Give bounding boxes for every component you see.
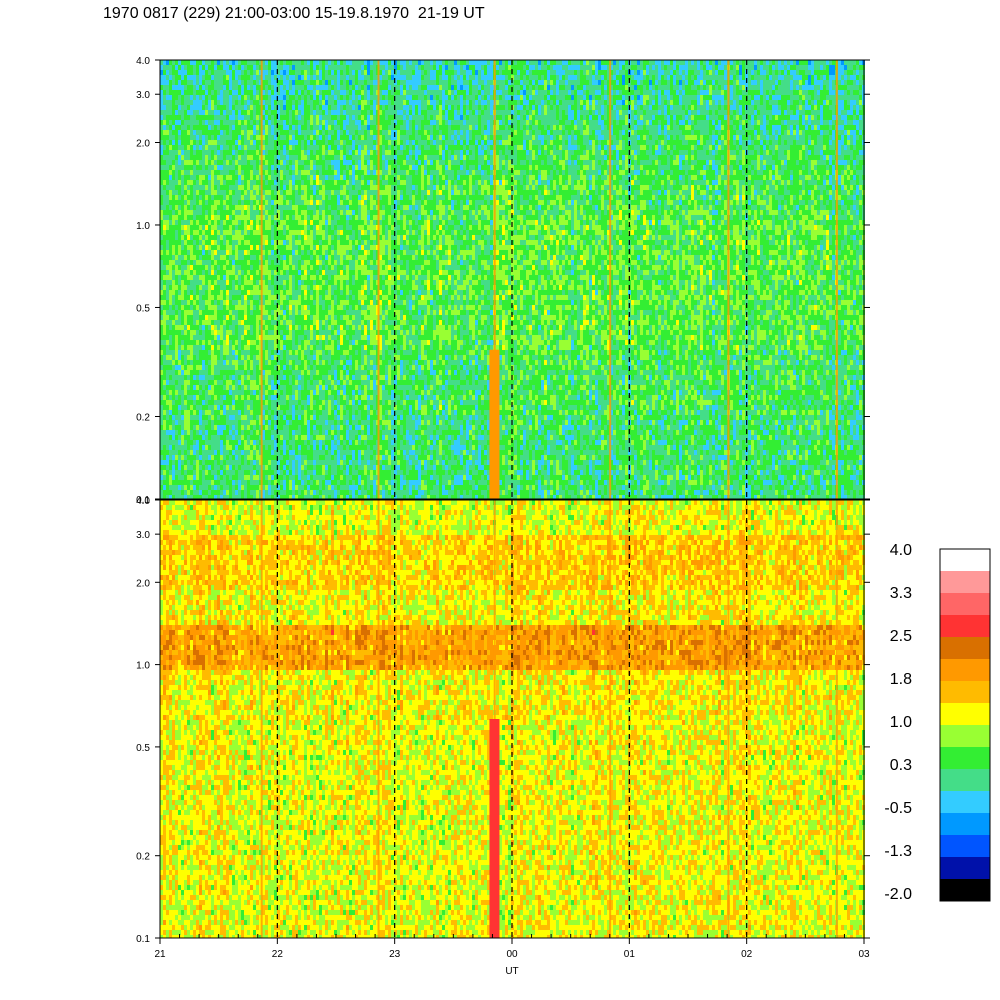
- colorbar-label: 1.0: [890, 714, 912, 731]
- y-tick-label: 2.0: [136, 578, 150, 589]
- x-tick-label: 21: [154, 949, 166, 960]
- colorbar-swatch: [940, 637, 990, 660]
- y-tick-label: 4.0: [136, 496, 150, 507]
- x-tick-label: 01: [624, 949, 636, 960]
- x-tick-label: 23: [389, 949, 401, 960]
- y-tick-label: 0.2: [136, 852, 150, 863]
- colorbar-swatch: [940, 813, 990, 836]
- y-tick-label: 0.2: [136, 413, 150, 424]
- colorbar-swatch: [940, 725, 990, 748]
- colorbar-label: 1.8: [890, 671, 912, 688]
- colorbar-label: 4.0: [890, 542, 912, 559]
- y-tick-label: 1.0: [136, 221, 150, 232]
- colorbar-swatch: [940, 857, 990, 880]
- colorbar-swatch: [940, 835, 990, 858]
- colorbar-swatch: [940, 659, 990, 682]
- colorbar-label: 2.5: [890, 628, 912, 645]
- colorbar-label: 0.3: [890, 757, 912, 774]
- colorbar: [940, 549, 990, 902]
- y-tick-label: 0.1: [136, 934, 150, 945]
- y-tick-label: 4.0: [136, 56, 150, 67]
- colorbar-swatch: [940, 879, 990, 902]
- x-tick-label: 02: [741, 949, 753, 960]
- x-tick-label: 00: [506, 949, 518, 960]
- colorbar-swatch: [940, 593, 990, 616]
- x-tick-label: 22: [272, 949, 284, 960]
- colorbar-label: 3.3: [890, 585, 912, 602]
- colorbar-swatch: [940, 571, 990, 594]
- y-tick-label: 0.5: [136, 743, 150, 754]
- colorbar-label: -0.5: [884, 800, 912, 817]
- x-axis-label: UT: [505, 966, 518, 977]
- colorbar-label: -1.3: [884, 843, 912, 860]
- colorbar-swatch: [940, 703, 990, 726]
- colorbar-swatch: [940, 791, 990, 814]
- x-tick-label: 03: [858, 949, 870, 960]
- y-tick-label: 3.0: [136, 530, 150, 541]
- colorbar-label: -2.0: [884, 886, 912, 903]
- y-tick-label: 1.0: [136, 661, 150, 672]
- colorbar-swatch: [940, 747, 990, 770]
- y-tick-label: 3.0: [136, 90, 150, 101]
- y-tick-label: 0.5: [136, 303, 150, 314]
- colorbar-swatch: [940, 615, 990, 638]
- y-tick-label: 2.0: [136, 138, 150, 149]
- colorbar-swatch: [940, 769, 990, 792]
- colorbar-swatch: [940, 549, 990, 572]
- colorbar-swatch: [940, 681, 990, 704]
